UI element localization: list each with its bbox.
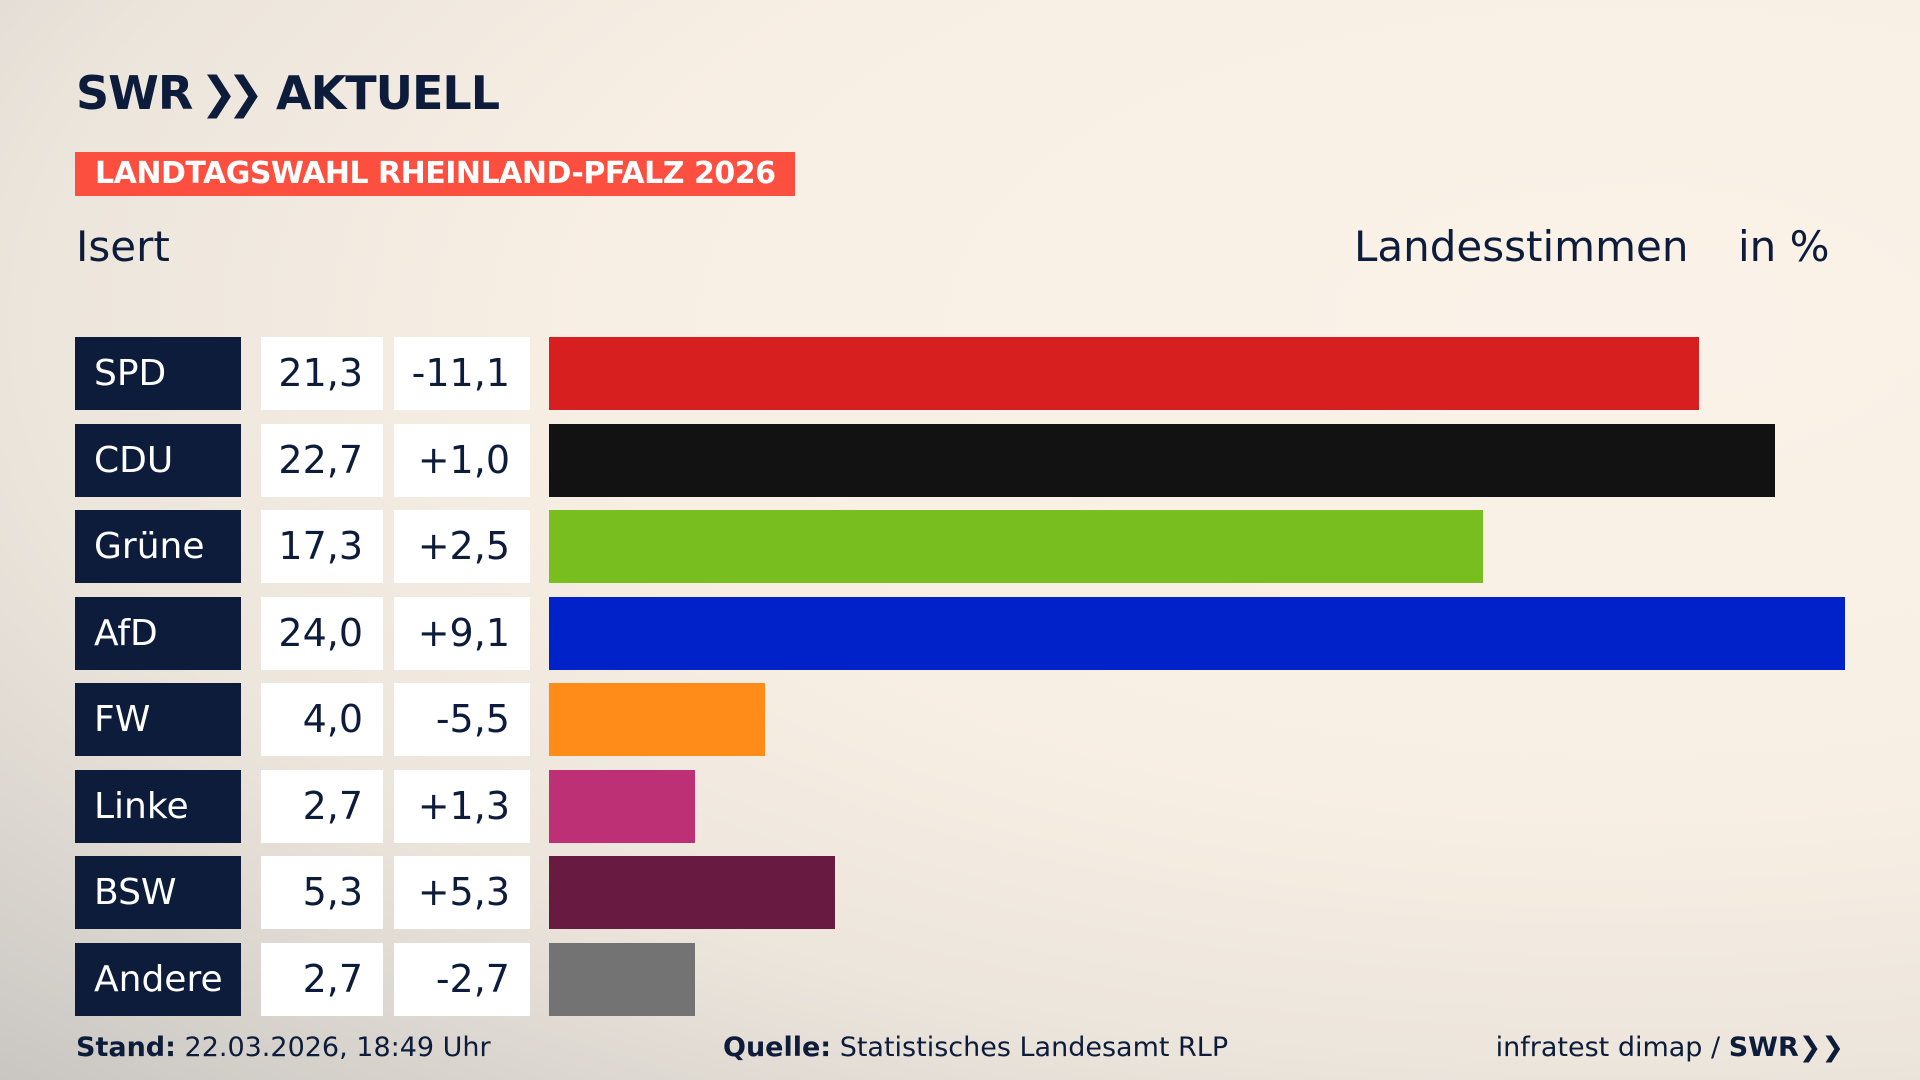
diff-label: +9,1 — [394, 596, 530, 670]
bar — [549, 942, 695, 1016]
swr-aktuell-logo: SWR ❯❯ AKTUELL — [76, 66, 500, 120]
value-label: 2,7 — [261, 942, 383, 1016]
source: Quelle: Statistisches Landesamt RLP — [723, 1032, 1228, 1063]
diff-label: +1,3 — [394, 769, 530, 843]
diff-label: +5,3 — [394, 856, 530, 929]
party-label: FW — [75, 683, 241, 756]
diff-label: -2,7 — [394, 942, 530, 1016]
value-label: 2,7 — [261, 769, 383, 843]
diff-label: -11,1 — [394, 337, 530, 410]
value-label: 17,3 — [261, 510, 383, 583]
chevrons-icon: ❯❯ — [200, 67, 264, 119]
logo-swr: SWR — [76, 66, 193, 120]
value-label: 5,3 — [261, 856, 383, 929]
bar — [549, 510, 1484, 583]
value-label: 24,0 — [261, 596, 383, 670]
party-label: CDU — [75, 423, 241, 497]
timestamp: Stand: 22.03.2026, 18:49 Uhr — [76, 1032, 491, 1063]
value-label: 21,3 — [261, 337, 383, 410]
diff-label: +1,0 — [394, 423, 530, 497]
value-label: 4,0 — [261, 683, 383, 756]
stand-label: Stand: — [76, 1032, 176, 1063]
bar — [549, 769, 695, 843]
bar — [549, 596, 1845, 670]
source-value: Statistisches Landesamt RLP — [839, 1032, 1229, 1063]
party-label: Andere — [75, 942, 241, 1016]
diff-label: +2,5 — [394, 510, 530, 583]
credit-text: infratest dimap / — [1495, 1032, 1721, 1063]
unit-label: in % — [1738, 222, 1830, 271]
logo-aktuell: AKTUELL — [276, 66, 500, 120]
credit: infratest dimap / SWR❯❯ — [1496, 1032, 1844, 1063]
source-label: Quelle: — [723, 1032, 832, 1063]
swr-small-logo: SWR❯❯ — [1728, 1032, 1844, 1063]
party-label: Linke — [75, 769, 241, 843]
party-label: Grüne — [75, 510, 241, 583]
measure-label: Landesstimmen — [1354, 222, 1689, 271]
party-label: SPD — [75, 337, 241, 410]
stand-value: 22.03.2026, 18:49 Uhr — [184, 1032, 491, 1063]
constituency-title: Isert — [76, 222, 170, 271]
party-label: AfD — [75, 596, 241, 670]
bar — [549, 337, 1700, 410]
value-label: 22,7 — [261, 423, 383, 497]
party-label: BSW — [75, 856, 241, 929]
bar — [549, 856, 836, 929]
bar — [549, 683, 765, 756]
bar — [549, 423, 1775, 497]
diff-label: -5,5 — [394, 683, 530, 756]
election-banner: LANDTAGSWAHL RHEINLAND-PFALZ 2026 — [75, 152, 796, 196]
